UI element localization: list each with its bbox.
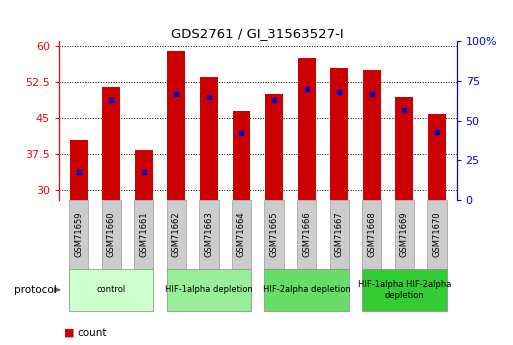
Bar — [396, 97, 413, 200]
Bar — [395, 200, 414, 269]
Title: GDS2761 / GI_31563527-I: GDS2761 / GI_31563527-I — [171, 27, 344, 40]
Text: count: count — [77, 328, 107, 338]
Text: GSM71670: GSM71670 — [432, 212, 442, 257]
Text: control: control — [96, 285, 126, 294]
Bar — [102, 200, 121, 269]
Text: ■: ■ — [64, 328, 74, 338]
Bar — [69, 200, 88, 269]
Bar — [428, 114, 446, 200]
Text: GSM71661: GSM71661 — [139, 212, 148, 257]
Bar — [232, 200, 251, 269]
Bar — [167, 200, 186, 269]
Text: GSM71667: GSM71667 — [335, 212, 344, 257]
Text: GSM71668: GSM71668 — [367, 212, 377, 257]
Bar — [167, 51, 185, 200]
Bar — [298, 58, 315, 200]
Bar — [232, 111, 250, 200]
Text: GSM71662: GSM71662 — [172, 212, 181, 257]
Text: GSM71660: GSM71660 — [107, 212, 115, 257]
Text: HIF-2alpha depletion: HIF-2alpha depletion — [263, 285, 350, 294]
Text: GSM71664: GSM71664 — [237, 212, 246, 257]
Bar — [362, 200, 382, 269]
Text: protocol: protocol — [14, 285, 56, 295]
Bar — [69, 269, 153, 310]
Bar — [102, 87, 120, 200]
Bar — [200, 78, 218, 200]
Bar — [265, 200, 284, 269]
Text: GSM71659: GSM71659 — [74, 212, 83, 257]
Text: HIF-1alpha depletion: HIF-1alpha depletion — [165, 285, 253, 294]
Bar — [362, 269, 447, 310]
Bar — [427, 200, 447, 269]
Bar — [265, 269, 349, 310]
Text: HIF-1alpha HIF-2alpha
depletion: HIF-1alpha HIF-2alpha depletion — [358, 280, 451, 299]
Bar — [265, 94, 283, 200]
Text: GSM71663: GSM71663 — [204, 212, 213, 257]
Bar — [70, 140, 88, 200]
Bar — [134, 200, 153, 269]
Text: GSM71666: GSM71666 — [302, 212, 311, 257]
Bar — [297, 200, 317, 269]
Text: GSM71669: GSM71669 — [400, 212, 409, 257]
Bar — [330, 200, 349, 269]
Bar — [135, 150, 153, 200]
Bar — [363, 70, 381, 200]
Bar — [167, 269, 251, 310]
Bar — [330, 68, 348, 200]
Bar — [199, 200, 219, 269]
Text: GSM71665: GSM71665 — [269, 212, 279, 257]
